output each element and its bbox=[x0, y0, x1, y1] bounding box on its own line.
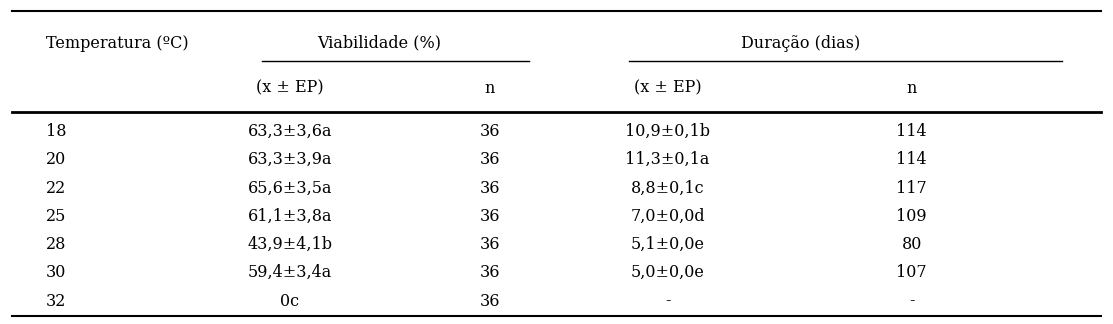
Text: 7,0±0,0d: 7,0±0,0d bbox=[630, 208, 705, 225]
Text: 114: 114 bbox=[896, 123, 927, 140]
Text: 117: 117 bbox=[896, 179, 927, 197]
Text: 43,9±4,1b: 43,9±4,1b bbox=[247, 236, 333, 253]
Text: 36: 36 bbox=[480, 179, 500, 197]
Text: 61,1±3,8a: 61,1±3,8a bbox=[248, 208, 333, 225]
Text: 107: 107 bbox=[896, 264, 927, 281]
Text: 36: 36 bbox=[480, 293, 500, 310]
Text: n: n bbox=[484, 80, 495, 97]
Text: 63,3±3,9a: 63,3±3,9a bbox=[248, 151, 333, 168]
Text: 36: 36 bbox=[480, 208, 500, 225]
Text: 8,8±0,1c: 8,8±0,1c bbox=[631, 179, 705, 197]
Text: n: n bbox=[907, 80, 917, 97]
Text: 80: 80 bbox=[902, 236, 922, 253]
Text: 36: 36 bbox=[480, 236, 500, 253]
Text: Duração (dias): Duração (dias) bbox=[741, 35, 860, 52]
Text: 30: 30 bbox=[46, 264, 66, 281]
Text: (x ± EP): (x ± EP) bbox=[633, 80, 701, 97]
Text: 63,3±3,6a: 63,3±3,6a bbox=[248, 123, 333, 140]
Text: 36: 36 bbox=[480, 264, 500, 281]
Text: 18: 18 bbox=[46, 123, 67, 140]
Text: 5,1±0,0e: 5,1±0,0e bbox=[631, 236, 705, 253]
Text: 25: 25 bbox=[46, 208, 66, 225]
Text: 22: 22 bbox=[46, 179, 66, 197]
Text: 36: 36 bbox=[480, 123, 500, 140]
Text: (x ± EP): (x ± EP) bbox=[256, 80, 324, 97]
Text: 109: 109 bbox=[896, 208, 927, 225]
Text: -: - bbox=[664, 293, 670, 310]
Text: 0c: 0c bbox=[280, 293, 299, 310]
Text: -: - bbox=[909, 293, 915, 310]
Text: 5,0±0,0e: 5,0±0,0e bbox=[631, 264, 705, 281]
Text: Temperatura (ºC): Temperatura (ºC) bbox=[46, 35, 188, 52]
Text: Viabilidade (%): Viabilidade (%) bbox=[317, 35, 441, 52]
Text: 20: 20 bbox=[46, 151, 66, 168]
Text: 32: 32 bbox=[46, 293, 66, 310]
Text: 10,9±0,1b: 10,9±0,1b bbox=[626, 123, 710, 140]
Text: 11,3±0,1a: 11,3±0,1a bbox=[626, 151, 710, 168]
Text: 59,4±3,4a: 59,4±3,4a bbox=[248, 264, 332, 281]
Text: 65,6±3,5a: 65,6±3,5a bbox=[248, 179, 333, 197]
Text: 28: 28 bbox=[46, 236, 66, 253]
Text: 114: 114 bbox=[896, 151, 927, 168]
Text: 36: 36 bbox=[480, 151, 500, 168]
